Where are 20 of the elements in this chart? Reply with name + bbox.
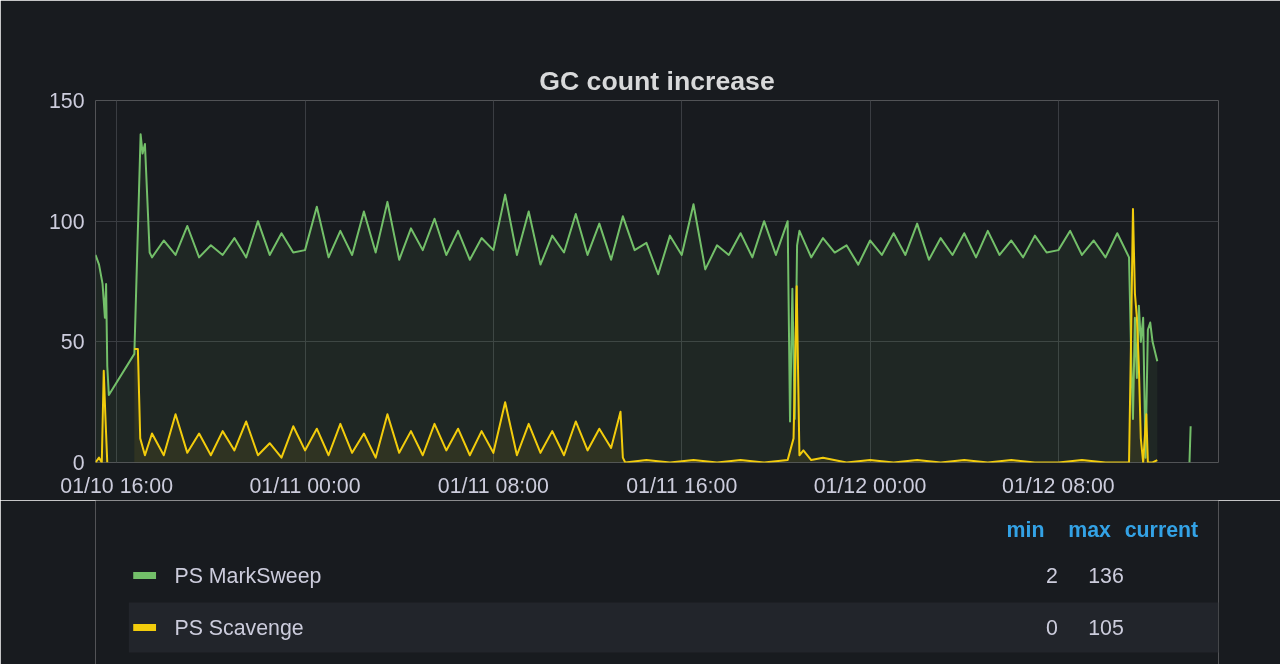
legend-label: PS Scavenge (174, 615, 304, 640)
text: max (1068, 517, 1112, 542)
text: min (1006, 517, 1045, 542)
text: 0 (1046, 616, 1059, 640)
x-tick-label: 01/12 00:00 (813, 473, 927, 498)
chart-title: GC count increase (539, 65, 775, 96)
text: 2 (1046, 564, 1058, 588)
text: current (1124, 517, 1199, 542)
x-tick-label: 01/11 16:00 (626, 473, 738, 498)
x-tick-label: 01/10 16:00 (60, 473, 174, 498)
x-tick-label: 01/11 08:00 (437, 473, 550, 498)
y-tick-label: 100 (48, 209, 85, 234)
x-tick-label: 01/11 00:00 (249, 473, 361, 498)
y-tick-label: 0 (72, 451, 85, 475)
x-tick-label: 01/12 08:00 (1002, 473, 1115, 498)
y-tick-label: 150 (48, 89, 85, 113)
legend-label: PS MarkSweep (174, 563, 322, 588)
y-tick-label: 50 (60, 330, 85, 355)
text: 136 (1088, 564, 1124, 588)
text: 105 (1088, 616, 1124, 640)
